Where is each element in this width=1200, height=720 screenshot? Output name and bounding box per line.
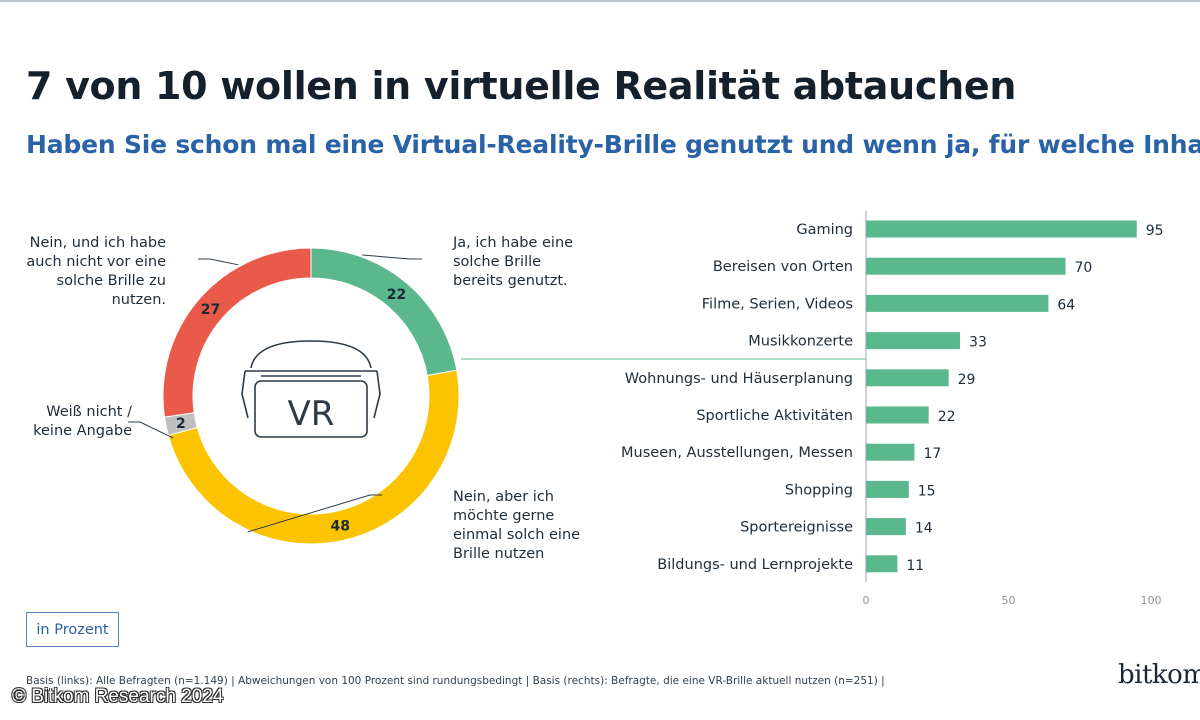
donut-slice-no-but-want: [167, 369, 460, 545]
bar-category-label-filme-serien-videos: Filme, Serien, Videos: [702, 296, 853, 312]
bar-value-label-bereisen-von-orten: 70: [1075, 260, 1093, 276]
donut-label-no-but-want: Nein, aber ich möchte gerne einmal solch…: [453, 489, 581, 562]
unit-label: in Prozent: [26, 612, 119, 647]
x-tick-label-0: 0: [863, 594, 870, 607]
bar-category-label-bereisen-von-orten: Bereisen von Orten: [713, 259, 853, 275]
donut-value-no-no-plan: 27: [201, 302, 220, 318]
copyright-watermark: © Bitkom Research 2024: [12, 686, 224, 707]
footnote: Basis (links): Alle Befragten (n=1.149) …: [26, 675, 885, 687]
bar-value-label-musikkonzerte: 33: [969, 335, 987, 351]
chart-title: 7 von 10 wollen in virtuelle Realität ab…: [26, 64, 1017, 108]
bar-wohnungs-und-haeuserplanung: [866, 369, 949, 387]
donut-label-no-no-plan: Nein, und ich habe auch nicht vor eine s…: [26, 235, 166, 308]
bar-category-label-musikkonzerte: Musikkonzerte: [748, 334, 853, 350]
bar-sportliche-aktivitaeten: [866, 406, 929, 424]
bitkom-logo: bitkom: [1118, 660, 1200, 690]
donut-value-dont-know: 2: [176, 416, 186, 432]
bar-category-label-sportliche-aktivitaeten: Sportliche Aktivitäten: [696, 408, 853, 424]
donut-slice-yes: [310, 247, 458, 377]
bar-category-label-shopping: Shopping: [785, 482, 853, 498]
bar-bildungs-und-lernprojekte: [866, 555, 898, 573]
bar-gaming: [866, 220, 1137, 238]
bar-musikkonzerte: [866, 332, 961, 350]
leader-line-yes: [362, 254, 422, 260]
leader-line-no-but-want: [247, 494, 382, 533]
x-tick-label-50: 50: [1002, 594, 1016, 607]
bar-category-label-bildungs-und-lernprojekte: Bildungs- und Lernprojekte: [657, 557, 853, 573]
bar-value-label-wohnungs-und-haeuserplanung: 29: [958, 372, 976, 388]
donut-label-yes: Ja, ich habe eine solche Brille bereits …: [453, 235, 574, 289]
bar-value-label-sportliche-aktivitaeten: 22: [938, 409, 956, 425]
donut-value-no-but-want: 48: [331, 519, 350, 535]
bar-value-label-bildungs-und-lernprojekte: 11: [906, 558, 924, 574]
svg-text:VR: VR: [288, 394, 335, 434]
donut-slice-no-no-plan: [162, 247, 312, 418]
bar-museen-ausstellungen-messen: [866, 443, 915, 461]
bar-filme-serien-videos: [866, 294, 1049, 312]
bar-sportereignisse: [866, 518, 906, 536]
chart-subtitle: Haben Sie schon mal eine Virtual-Reality…: [26, 130, 1200, 159]
bar-category-label-sportereignisse: Sportereignisse: [740, 520, 853, 536]
bar-value-label-filme-serien-videos: 64: [1057, 297, 1075, 313]
bar-category-label-gaming: Gaming: [796, 222, 853, 238]
donut-label-dont-know: Weiß nicht / keine Angabe: [33, 404, 132, 439]
donut-value-yes: 22: [387, 287, 406, 303]
leader-line-dont-know: [128, 421, 174, 439]
bar-value-label-shopping: 15: [918, 483, 936, 499]
bar-category-label-museen-ausstellungen-messen: Museen, Ausstellungen, Messen: [621, 445, 853, 461]
bar-bereisen-von-orten: [866, 257, 1066, 275]
leader-line-no-no-plan: [198, 258, 239, 266]
bar-value-label-sportereignisse: 14: [915, 521, 933, 537]
vr-headset-icon: VR: [241, 340, 381, 438]
bar-value-label-gaming: 95: [1146, 223, 1164, 239]
bar-value-label-museen-ausstellungen-messen: 17: [923, 446, 941, 462]
x-tick-label-100: 100: [1141, 594, 1162, 607]
bar-category-label-wohnungs-und-haeuserplanung: Wohnungs- und Häuserplanung: [625, 371, 853, 387]
top-rule: [0, 0, 1200, 2]
bar-shopping: [866, 480, 909, 498]
